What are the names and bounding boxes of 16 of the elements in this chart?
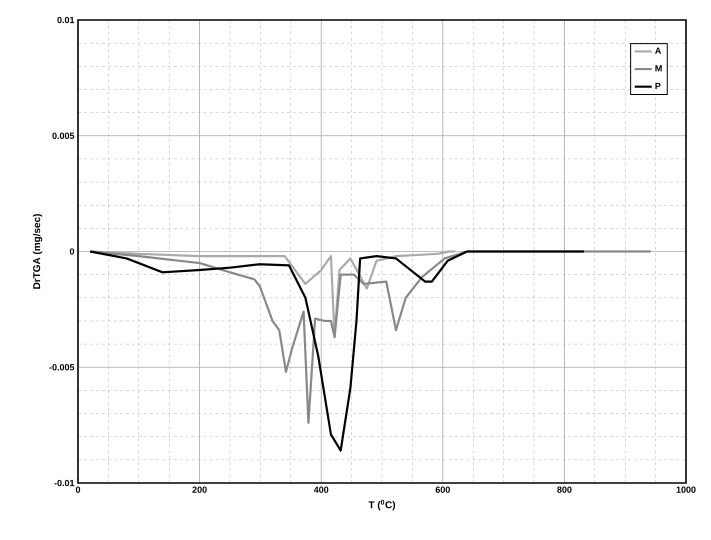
x-tick-label: 400 xyxy=(314,486,328,493)
x-tick-label: 200 xyxy=(192,486,207,493)
y-tick-label: -0.01 xyxy=(54,480,74,486)
legend-label: M xyxy=(655,65,662,72)
legend-label: A xyxy=(655,48,662,54)
y-tick-label: 0.005 xyxy=(52,132,74,139)
x-axis-title: T ($^{0}$C) xyxy=(368,500,396,510)
y-tick-label: -0.005 xyxy=(49,364,74,370)
y-tick-label: 0 xyxy=(70,248,74,255)
x-tick-label: 800 xyxy=(557,486,572,493)
x-tick-label: 600 xyxy=(436,486,450,493)
x-tick-label: 0 xyxy=(76,486,80,493)
x-tick-label: 1000 xyxy=(676,486,696,493)
y-axis-title: DrTGA (mg/sec) xyxy=(32,214,42,289)
legend-label: P xyxy=(655,82,660,90)
y-tick-label: 0.01 xyxy=(57,16,74,24)
